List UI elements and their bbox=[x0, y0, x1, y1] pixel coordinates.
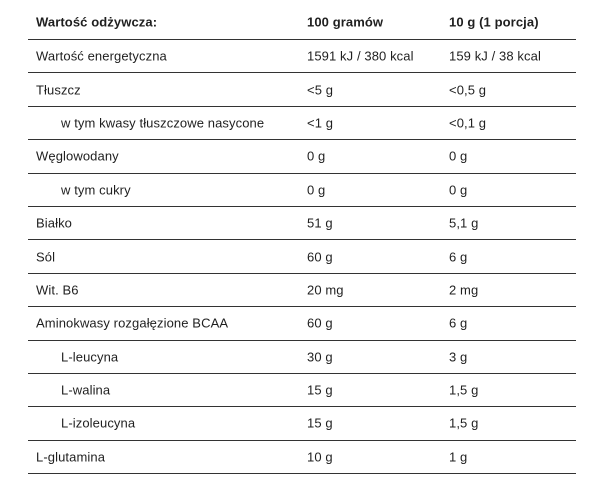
value-per-10g: 6 g bbox=[449, 315, 468, 331]
value-per-10g: 5,1 g bbox=[449, 215, 479, 231]
nutrient-name: Wartość energetyczna bbox=[36, 48, 167, 64]
nutrient-name: L-izoleucyna bbox=[61, 415, 136, 431]
value-per-10g: 2 mg bbox=[449, 282, 479, 298]
value-per-10g: 3 g bbox=[449, 349, 468, 365]
value-per-100g: 60 g bbox=[307, 249, 333, 265]
nutrient-name: w tym kwasy tłuszczowe nasycone bbox=[61, 115, 265, 131]
table-row: L-glutamina 10 g 1 g bbox=[28, 441, 576, 475]
value-per-100g: 0 g bbox=[307, 148, 326, 164]
value-per-100g: 60 g bbox=[307, 315, 333, 331]
header-per-10g: 10 g (1 porcja) bbox=[449, 14, 539, 30]
table-row: Węglowodany 0 g 0 g bbox=[28, 140, 576, 174]
nutrient-name: Tłuszcz bbox=[36, 82, 81, 98]
value-per-100g: 15 g bbox=[307, 415, 333, 431]
value-per-100g: 20 mg bbox=[307, 282, 344, 298]
nutrient-name: L-walina bbox=[61, 382, 111, 398]
table-row: L-leucyna 30 g 3 g bbox=[28, 341, 576, 374]
value-per-10g: 6 g bbox=[449, 249, 468, 265]
value-per-100g: 0 g bbox=[307, 182, 326, 198]
nutrient-name: Sól bbox=[36, 249, 56, 265]
value-per-10g: <0,5 g bbox=[449, 82, 487, 98]
value-per-100g: <5 g bbox=[307, 82, 334, 98]
value-per-100g: <1 g bbox=[307, 115, 334, 131]
table-row: Tłuszcz <5 g <0,5 g bbox=[28, 73, 576, 107]
value-per-10g: 1 g bbox=[449, 449, 468, 465]
header-nutrient: Wartość odżywcza: bbox=[36, 14, 158, 30]
value-per-10g: 0 g bbox=[449, 182, 468, 198]
value-per-10g: 0 g bbox=[449, 148, 468, 164]
table-row: L-walina 15 g 1,5 g bbox=[28, 374, 576, 408]
value-per-10g: 1,5 g bbox=[449, 382, 479, 398]
value-per-100g: 10 g bbox=[307, 449, 333, 465]
table-row: w tym kwasy tłuszczowe nasycone <1 g <0,… bbox=[28, 107, 576, 141]
value-per-100g: 1591 kJ / 380 kcal bbox=[307, 48, 414, 64]
nutrient-name: L-glutamina bbox=[36, 449, 106, 465]
nutrient-name: w tym cukry bbox=[61, 182, 131, 198]
value-per-100g: 30 g bbox=[307, 349, 333, 365]
nutrition-table: Wartość odżywcza: 100 gramów 10 g (1 por… bbox=[28, 5, 576, 475]
value-per-10g: 159 kJ / 38 kcal bbox=[449, 48, 541, 64]
nutrient-name: Węglowodany bbox=[36, 148, 119, 164]
table-row: Wit. B6 20 mg 2 mg bbox=[28, 274, 576, 308]
table-row: Aminokwasy rozgałęzione BCAA 60 g 6 g bbox=[28, 307, 576, 341]
nutrient-name: Wit. B6 bbox=[36, 282, 79, 298]
table-row: Białko 51 g 5,1 g bbox=[28, 207, 576, 241]
table-row: L-izoleucyna 15 g 1,5 g bbox=[28, 407, 576, 441]
value-per-100g: 51 g bbox=[307, 215, 333, 231]
table-header-row: Wartość odżywcza: 100 gramów 10 g (1 por… bbox=[28, 5, 576, 40]
nutrient-name: Białko bbox=[36, 215, 73, 231]
nutrient-name: L-leucyna bbox=[61, 349, 119, 365]
table-row: w tym cukry 0 g 0 g bbox=[28, 174, 576, 207]
header-per-100g: 100 gramów bbox=[307, 14, 384, 30]
value-per-10g: 1,5 g bbox=[449, 415, 479, 431]
nutrient-name: Aminokwasy rozgałęzione BCAA bbox=[36, 315, 229, 331]
table-row: Wartość energetyczna 1591 kJ / 380 kcal … bbox=[28, 40, 576, 74]
value-per-10g: <0,1 g bbox=[449, 115, 487, 131]
value-per-100g: 15 g bbox=[307, 382, 333, 398]
table-row: Sól 60 g 6 g bbox=[28, 240, 576, 274]
